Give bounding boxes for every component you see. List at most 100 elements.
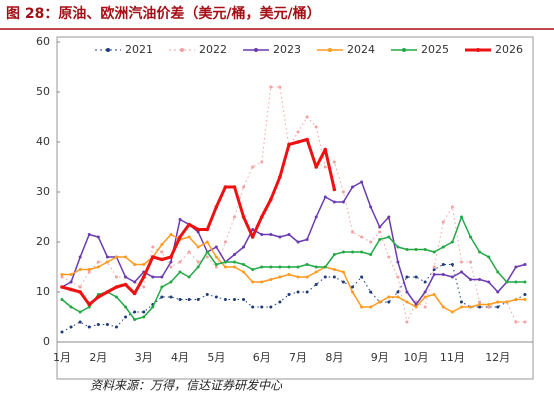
series-marker [187, 235, 191, 239]
series-marker [223, 240, 227, 244]
legend-marker [476, 48, 480, 52]
legend-label: 2022 [199, 43, 227, 56]
series-marker [423, 280, 427, 284]
series-marker [278, 265, 282, 269]
series-marker [124, 305, 128, 309]
series-marker [432, 268, 436, 271]
series-marker [305, 238, 309, 241]
series-marker [123, 282, 128, 287]
series-marker [142, 310, 146, 314]
series-marker [69, 305, 73, 309]
series-marker [60, 275, 64, 279]
x-tick-label: 11月 [440, 351, 465, 364]
series-marker [160, 243, 164, 246]
series-marker [314, 215, 318, 219]
series-marker [242, 185, 246, 189]
series-marker [242, 270, 246, 274]
series-marker [242, 298, 246, 301]
series-marker [523, 263, 527, 266]
series-marker [341, 250, 345, 254]
series-marker [232, 215, 236, 219]
series-marker [287, 233, 291, 236]
series-marker [332, 268, 336, 271]
series-marker [351, 285, 355, 289]
series-marker [133, 310, 137, 314]
series-marker [332, 253, 336, 256]
series-marker [223, 265, 227, 269]
series-marker [469, 305, 473, 309]
series-line [61, 181, 526, 306]
series-marker [459, 270, 463, 274]
series-marker [269, 265, 273, 269]
legend-marker [106, 48, 110, 52]
series-marker [478, 305, 482, 309]
y-tick-label: 60 [36, 35, 50, 48]
series-marker [60, 298, 64, 301]
series-marker [87, 325, 91, 329]
series-marker [341, 270, 345, 274]
series-marker [196, 230, 200, 234]
series-marker [251, 280, 255, 284]
series-marker [269, 197, 273, 202]
series-marker [87, 305, 91, 309]
series-marker [232, 265, 236, 269]
series-marker [441, 220, 445, 224]
x-tick-label: 10月 [404, 351, 429, 364]
series-marker [78, 290, 82, 294]
series-marker [78, 255, 82, 259]
series-marker [441, 245, 445, 249]
series-marker [196, 265, 200, 269]
series-marker [151, 305, 155, 309]
series-marker [96, 295, 101, 299]
series-marker [414, 248, 418, 251]
series-marker [314, 125, 318, 129]
series-marker [432, 293, 436, 296]
x-tick-label: 4月 [171, 351, 189, 364]
series-marker [187, 222, 191, 227]
series-marker [251, 165, 255, 169]
series-marker [196, 260, 200, 264]
series-marker [314, 270, 318, 274]
series-marker [133, 318, 137, 321]
series-marker [396, 290, 400, 294]
series-marker [187, 298, 191, 301]
series-line [61, 86, 525, 323]
series-marker [287, 265, 291, 269]
series-marker [441, 305, 445, 309]
series-marker [114, 325, 118, 329]
x-tick-label: 7月 [289, 351, 307, 364]
series-marker [214, 245, 218, 249]
series-marker [387, 300, 391, 304]
series-marker [341, 280, 345, 284]
series-marker [69, 325, 73, 329]
series-marker [69, 287, 73, 292]
series-marker [296, 265, 300, 269]
series-marker [459, 300, 463, 304]
series-marker [260, 160, 264, 164]
series-marker [223, 260, 227, 264]
series-marker [514, 320, 518, 324]
series-marker [214, 255, 218, 259]
series-marker [232, 185, 237, 189]
series-marker [478, 278, 482, 281]
series-marker [341, 200, 345, 204]
series-marker [450, 240, 454, 244]
series-marker [60, 273, 64, 276]
y-tick-label: 0 [43, 335, 50, 348]
series-marker [114, 275, 118, 279]
series-marker [269, 85, 273, 89]
series-line [61, 138, 336, 306]
x-tick-label: 6月 [253, 351, 271, 364]
series-marker [260, 265, 264, 269]
series-marker [351, 250, 355, 254]
series-marker [269, 278, 273, 281]
series-marker [251, 268, 255, 271]
series-marker [160, 275, 164, 279]
series-marker [378, 225, 382, 229]
x-tick-label: 3月 [135, 351, 153, 364]
series-marker [260, 305, 264, 309]
series-marker [278, 175, 282, 179]
series-marker [378, 238, 382, 241]
series-marker [278, 235, 282, 239]
